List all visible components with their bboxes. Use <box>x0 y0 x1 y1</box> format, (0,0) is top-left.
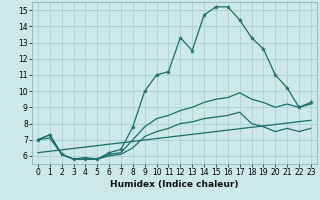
X-axis label: Humidex (Indice chaleur): Humidex (Indice chaleur) <box>110 180 239 189</box>
